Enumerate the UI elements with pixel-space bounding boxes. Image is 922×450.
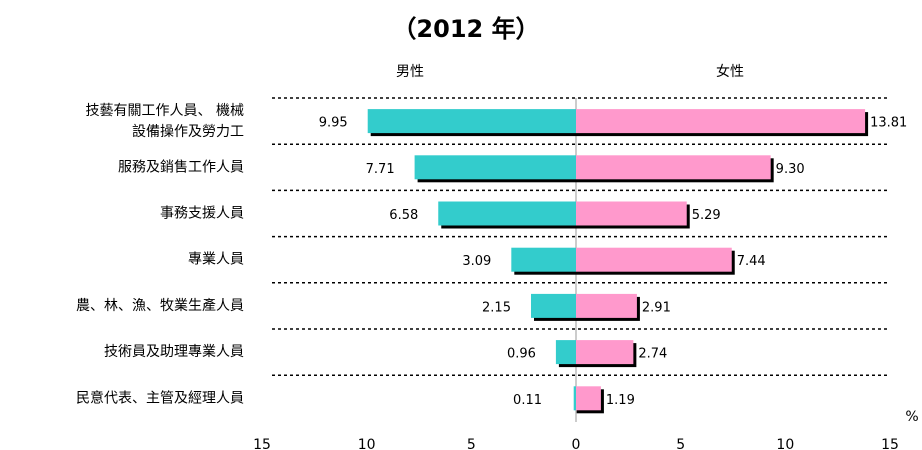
value-label: 5.29: [692, 208, 721, 223]
chart-title: （2012 年）: [392, 15, 539, 43]
x-tick-label: 0: [572, 437, 581, 450]
bar: [414, 155, 576, 180]
value-label: 9.30: [776, 162, 805, 177]
bar: [576, 386, 601, 411]
x-tick-label: 15: [253, 437, 271, 450]
category-label: 服務及銷售工作人員: [118, 159, 244, 175]
value-label: 6.58: [389, 208, 418, 223]
bar: [573, 386, 576, 411]
category-label: 農、林、漁、牧業生產人員: [76, 297, 244, 314]
bar: [576, 247, 732, 272]
bar: [576, 293, 637, 318]
x-tick-label: 15: [881, 437, 899, 450]
value-label: 0.11: [513, 393, 542, 408]
value-label: 1.19: [606, 393, 635, 408]
x-tick-label: 5: [676, 437, 685, 450]
value-label: 2.74: [638, 347, 667, 362]
value-label: 3.09: [462, 254, 491, 269]
legend-label: 男性: [396, 64, 424, 80]
x-tick-label: 5: [467, 437, 476, 450]
bar: [576, 109, 866, 134]
value-label: 2.15: [482, 300, 511, 315]
bar: [530, 293, 576, 318]
bar: [555, 340, 576, 365]
value-label: 13.81: [870, 116, 907, 131]
value-label: 7.71: [366, 162, 395, 177]
x-tick-label: 10: [358, 437, 376, 450]
bar: [511, 247, 576, 272]
x-tick-label: 10: [776, 437, 794, 450]
value-label: 7.44: [737, 254, 766, 269]
bar: [576, 155, 771, 180]
category-label: 專業人員: [188, 252, 244, 268]
category-label: 技術員及助理專業人員: [104, 344, 244, 360]
bar: [576, 201, 687, 226]
value-label: 9.95: [319, 116, 348, 131]
unit-label: %: [905, 409, 918, 425]
category-label: 設備操作及勞力工: [132, 124, 244, 140]
bar: [576, 340, 634, 365]
bar: [438, 201, 576, 226]
bar: [367, 109, 576, 134]
category-label: 民意代表、主管及經理人員: [76, 389, 244, 406]
legend-label: 女性: [716, 63, 744, 80]
value-label: 2.91: [642, 300, 671, 315]
category-label: 事務支援人員: [160, 206, 244, 222]
category-label: 技藝有關工作人員、 機械: [86, 103, 244, 119]
value-label: 0.96: [507, 347, 536, 362]
